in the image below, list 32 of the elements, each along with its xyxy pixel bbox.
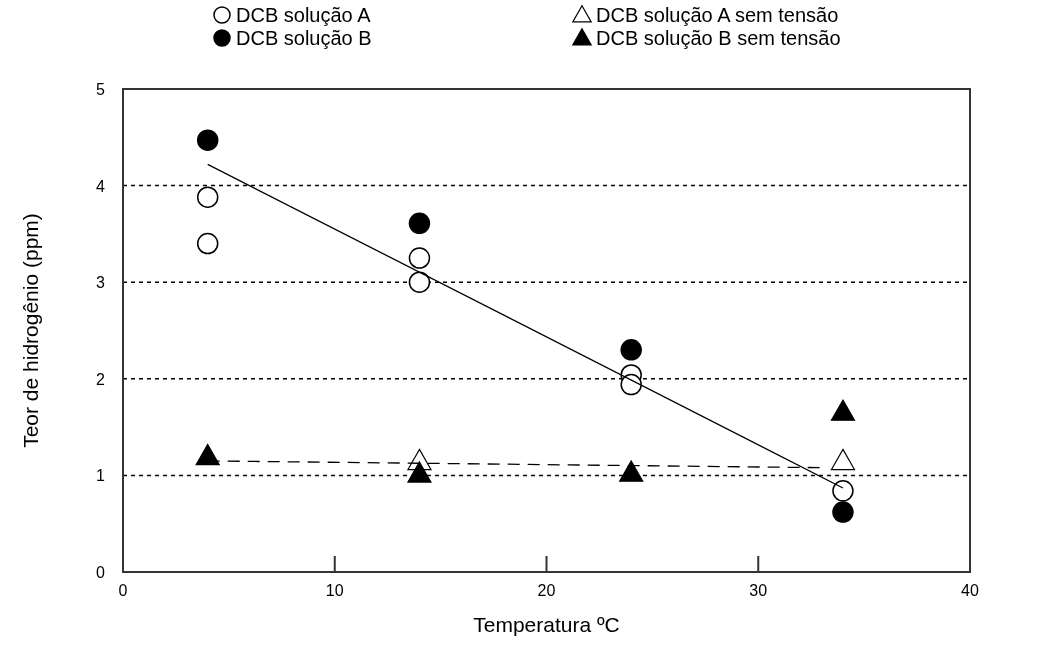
legend-label: DCB solução A [236, 4, 372, 26]
point [408, 247, 431, 269]
y-axis-title: Teor de hidrogênio (ppm) [19, 213, 42, 448]
point [407, 461, 432, 483]
y-tick-label: 3 [96, 274, 106, 292]
x-axis-title: Temperatura ºC [473, 613, 620, 636]
y-tick-label: 4 [96, 177, 106, 195]
x-tick-label: 0 [118, 582, 128, 599]
y-tick-label: 1 [96, 467, 106, 485]
x-tick-label: 10 [325, 582, 344, 599]
point [408, 271, 431, 293]
point [620, 339, 642, 361]
point [196, 186, 219, 208]
x-tick-label: 40 [961, 582, 979, 599]
point [832, 480, 854, 502]
legend-label: DCB solução B sem tensão [596, 27, 841, 49]
legend-label: DCB solução A sem tensão [596, 4, 839, 26]
x-tick-label: 20 [537, 582, 556, 599]
legend-label: DCB solução B [236, 27, 372, 49]
point [408, 212, 431, 235]
y-tick-label: 5 [96, 81, 106, 98]
x-tick-label: 30 [749, 582, 768, 599]
y-tick-label: 0 [96, 564, 106, 581]
y-tick-label: 2 [96, 370, 106, 388]
point [830, 399, 856, 421]
point [196, 232, 219, 255]
point [832, 501, 854, 523]
point [196, 129, 219, 151]
point [620, 373, 642, 396]
point [830, 448, 856, 471]
point [619, 460, 644, 482]
point [195, 443, 220, 466]
